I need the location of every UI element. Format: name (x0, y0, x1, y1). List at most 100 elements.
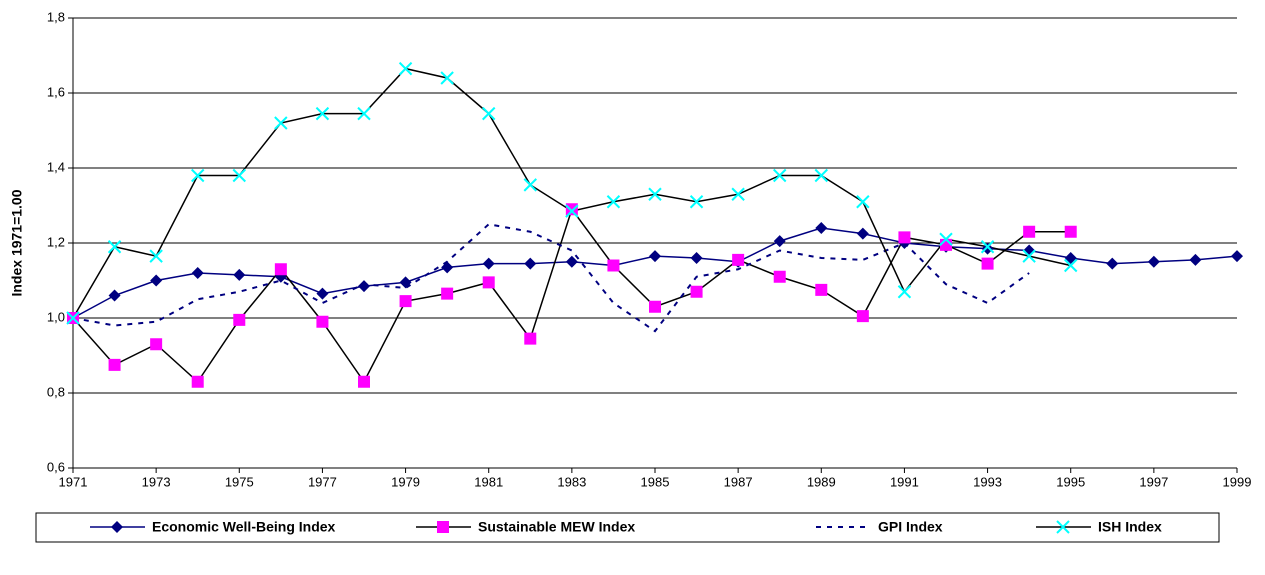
marker-square (1023, 225, 1036, 238)
marker-x (440, 71, 454, 85)
marker-diamond (1189, 253, 1202, 266)
legend-label: ISH Index (1098, 519, 1162, 535)
marker-x (149, 249, 163, 263)
y-tick-label: 0,6 (47, 459, 65, 474)
x-tick-label: 1979 (391, 474, 420, 489)
marker-x (939, 232, 953, 246)
marker-square (773, 270, 786, 283)
x-tick-label: 1981 (474, 474, 503, 489)
marker-x (107, 240, 122, 254)
marker-square (856, 310, 869, 323)
marker-square (108, 358, 121, 371)
marker-diamond (191, 267, 204, 279)
marker-diamond (482, 257, 495, 270)
marker-square (482, 276, 495, 289)
marker-diamond (108, 289, 121, 302)
y-tick-label: 0,8 (47, 384, 65, 399)
legend-label: Economic Well-Being Index (152, 519, 336, 535)
marker-square (565, 203, 578, 216)
marker-diamond (565, 255, 578, 268)
x-tick-label: 1999 (1223, 474, 1252, 489)
legend-label: GPI Index (878, 519, 943, 535)
marker-square (898, 231, 911, 244)
marker-x (773, 168, 787, 183)
x-tick-label: 1973 (142, 474, 171, 489)
x-tick-label: 1989 (807, 474, 836, 489)
x-tick-label: 1991 (890, 474, 919, 489)
marker-diamond (150, 274, 163, 287)
x-tick-label: 1975 (225, 474, 254, 489)
marker-square (649, 300, 661, 313)
legend-label: Sustainable MEW Index (478, 519, 635, 535)
marker-x (897, 285, 912, 299)
marker-diamond (690, 252, 703, 264)
marker-square (437, 521, 449, 533)
marker-diamond (441, 261, 454, 274)
marker-x (814, 168, 828, 183)
marker-x (1022, 249, 1036, 263)
marker-x (315, 106, 330, 121)
y-tick-label: 1,0 (47, 309, 65, 324)
marker-diamond (399, 276, 412, 289)
x-tick-label: 1985 (641, 474, 670, 489)
marker-square (274, 263, 287, 276)
marker-x (66, 311, 80, 325)
marker-square (940, 238, 952, 251)
marker-diamond (1064, 252, 1077, 264)
marker-diamond (1106, 257, 1119, 270)
x-tick-label: 1983 (557, 474, 586, 489)
marker-square (981, 257, 994, 270)
marker-x (856, 195, 870, 209)
y-tick-label: 1,2 (47, 234, 65, 249)
marker-diamond (1147, 255, 1160, 268)
x-tick-label: 1997 (1139, 474, 1168, 489)
marker-x (1056, 520, 1070, 534)
series-line (72, 67, 1071, 319)
marker-square (150, 338, 163, 351)
marker-x (357, 106, 371, 121)
marker-diamond (773, 235, 786, 248)
marker-square (607, 259, 620, 272)
marker-diamond (524, 257, 537, 270)
legend-box (35, 512, 1220, 543)
y-axis-label: Index 1971=1.00 (9, 189, 25, 296)
marker-square (191, 375, 204, 388)
marker-x (689, 195, 704, 209)
y-tick-label: 1,4 (47, 159, 65, 174)
marker-x (565, 204, 579, 218)
marker-square (732, 253, 745, 266)
marker-square (441, 287, 454, 300)
marker-diamond (981, 242, 994, 255)
marker-x (648, 187, 662, 201)
x-tick-label: 1977 (308, 474, 337, 489)
marker-square (690, 285, 703, 298)
marker-square (358, 375, 370, 388)
marker-x (191, 168, 205, 183)
marker-square (524, 332, 537, 345)
marker-diamond (856, 227, 869, 240)
x-tick-label: 1987 (724, 474, 753, 489)
marker-x (731, 187, 745, 201)
marker-square (815, 283, 828, 296)
marker-x (274, 116, 288, 130)
marker-x (980, 240, 995, 254)
marker-diamond (1231, 250, 1243, 263)
y-tick-label: 1,6 (47, 84, 65, 99)
marker-diamond (815, 222, 828, 234)
marker-x (606, 195, 621, 209)
marker-square (1064, 225, 1077, 238)
marker-x (232, 168, 246, 183)
marker-x (482, 106, 496, 121)
marker-x (523, 178, 537, 192)
x-tick-label: 1995 (1056, 474, 1085, 489)
marker-square (399, 295, 412, 308)
marker-square (233, 313, 246, 326)
marker-diamond (111, 521, 123, 533)
x-tick-label: 1993 (973, 474, 1002, 489)
marker-diamond (358, 280, 370, 293)
marker-x (1064, 258, 1078, 273)
marker-diamond (316, 287, 329, 300)
marker-diamond (233, 268, 246, 281)
